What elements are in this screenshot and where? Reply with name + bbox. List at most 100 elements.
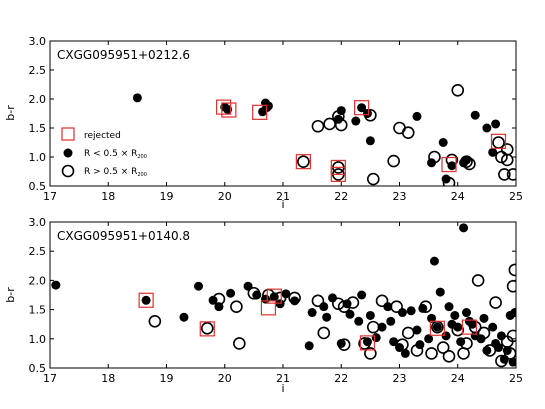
inner-member-point xyxy=(304,341,314,351)
inner-member-point xyxy=(51,280,61,290)
outer-member-point xyxy=(506,168,516,181)
legend-outer-marker xyxy=(61,164,75,178)
rejected-point xyxy=(490,133,507,149)
y-tick-label: 2.0 xyxy=(29,274,47,287)
inner-member-point xyxy=(226,288,236,298)
inner-member-point xyxy=(386,316,396,326)
inner-member-point xyxy=(435,287,445,297)
inner-member-point xyxy=(479,313,489,323)
inner-member-point xyxy=(424,334,434,344)
rejected-point xyxy=(359,335,376,351)
inner-member-point xyxy=(322,312,332,322)
outer-member-point xyxy=(428,150,441,164)
outer-member-point xyxy=(410,344,424,357)
inner-member-point xyxy=(482,123,492,133)
y-tick-label: 1.0 xyxy=(29,151,47,164)
outer-member-point xyxy=(471,274,485,287)
legend-inner-marker xyxy=(63,148,73,158)
outer-member-point xyxy=(451,84,465,97)
x-tick-label: 22 xyxy=(334,372,348,385)
inner-member-point xyxy=(459,223,469,233)
rejected-point xyxy=(429,320,445,336)
rejected-point xyxy=(215,99,232,115)
y-tick-label: 0.5 xyxy=(29,362,47,375)
outer-member-point xyxy=(212,292,226,306)
inner-member-point xyxy=(494,343,504,353)
rejected-point xyxy=(138,292,154,308)
outer-member-point xyxy=(442,350,456,363)
outer-member-point xyxy=(463,157,476,171)
outer-member-point xyxy=(468,320,482,334)
outer-member-point xyxy=(364,347,377,360)
x-tick-label: 23 xyxy=(393,372,407,385)
rejected-point xyxy=(252,104,268,120)
outer-member-point xyxy=(498,168,511,181)
inner-member-point xyxy=(365,136,375,146)
inner-member-point xyxy=(412,111,422,121)
legend-outer-label-main: R > 0.5 × R xyxy=(84,167,137,177)
outer-member-point xyxy=(200,321,214,335)
legend-outer-label-sub: 200 xyxy=(137,172,147,178)
y-tick-label: 0.5 xyxy=(29,180,47,193)
inner-member-point xyxy=(488,322,498,332)
inner-member-point xyxy=(406,306,416,316)
inner-member-point xyxy=(345,309,355,319)
top-panel-title: CXGG095951+0212.6 xyxy=(57,48,190,62)
outer-member-point xyxy=(506,279,516,293)
inner-member-point xyxy=(491,119,501,129)
bottom-axis-ticks: 17 18 19 20 21 22 23 24 25 0.5 1.0 1.5 2.0 2.5 3.0 xyxy=(29,216,524,385)
outer-member-point xyxy=(297,155,310,168)
inner-member-point xyxy=(470,110,480,120)
inner-member-point xyxy=(357,290,367,300)
inner-member-point xyxy=(510,308,516,318)
outer-member-point xyxy=(460,155,473,168)
y-tick-label: 3.0 xyxy=(29,35,47,48)
outer-member-point xyxy=(396,338,409,351)
outer-member-point xyxy=(390,300,403,313)
inner-member-point xyxy=(496,331,506,341)
x-tick-label: 20 xyxy=(218,190,232,203)
rejected-point xyxy=(199,321,215,337)
y-tick-label: 2.5 xyxy=(29,64,47,77)
rejected-point xyxy=(221,102,237,118)
y-tick-label: 1.5 xyxy=(29,304,47,317)
x-tick-label: 25 xyxy=(509,190,523,203)
inner-member-point xyxy=(223,104,233,114)
rejected-point xyxy=(441,156,457,173)
inner-member-point xyxy=(389,337,399,347)
inner-member-point xyxy=(400,348,410,358)
outer-member-point xyxy=(460,337,473,350)
outer-member-point xyxy=(506,329,516,343)
x-tick-label: 17 xyxy=(43,372,57,385)
outer-member-point xyxy=(442,176,456,186)
outer-member-point xyxy=(334,118,348,132)
rejected-point xyxy=(354,100,370,116)
inner-member-point xyxy=(377,322,387,332)
inner-member-point xyxy=(444,302,454,312)
outer-member-point xyxy=(495,354,508,368)
legend-inner-label-sub: 200 xyxy=(137,154,147,160)
outer-member-point xyxy=(230,300,243,313)
x-tick-label: 20 xyxy=(218,372,232,385)
outer-member-point xyxy=(419,300,433,313)
x-tick-label: 24 xyxy=(451,190,465,203)
inner-member-point xyxy=(328,293,338,303)
inner-member-point xyxy=(194,281,204,291)
inner-member-point xyxy=(429,256,439,266)
x-tick-label: 19 xyxy=(160,372,174,385)
outer-member-point xyxy=(508,263,516,277)
legend-inner-label: R < 0.5 × R200 xyxy=(84,149,147,160)
inner-member-point xyxy=(357,103,367,113)
inner-member-point xyxy=(508,357,516,367)
outer-member-point xyxy=(401,126,415,139)
outer-member-point xyxy=(233,337,246,350)
y-tick-label: 1.5 xyxy=(29,122,47,135)
legend-rejected-label: rejected xyxy=(84,131,121,141)
outer-member-point xyxy=(288,291,301,305)
outer-member-point xyxy=(337,338,351,351)
y-tick-label: 2.5 xyxy=(29,245,47,258)
y-tick-label: 2.0 xyxy=(29,93,47,106)
inner-member-point xyxy=(450,310,460,320)
inner-member-point xyxy=(319,302,329,312)
outer-member-point xyxy=(311,119,325,133)
